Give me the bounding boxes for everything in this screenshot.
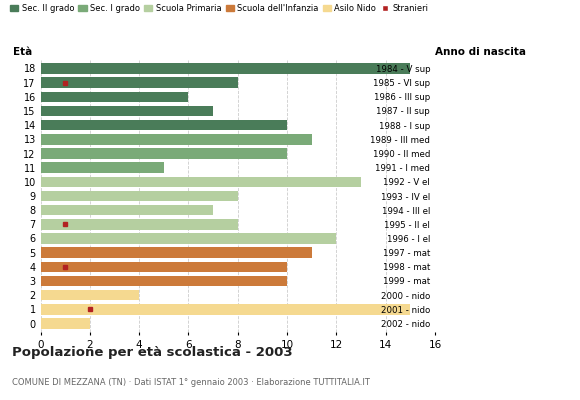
Bar [41, 233, 336, 244]
Bar [41, 176, 361, 187]
Bar [41, 290, 139, 300]
Bar [41, 120, 287, 130]
Bar [41, 205, 213, 216]
Text: Età: Età [13, 47, 32, 57]
Bar [41, 304, 411, 315]
Bar [41, 148, 287, 159]
Text: COMUNE DI MEZZANA (TN) · Dati ISTAT 1° gennaio 2003 · Elaborazione TUTTITALIA.IT: COMUNE DI MEZZANA (TN) · Dati ISTAT 1° g… [12, 378, 369, 387]
Bar [41, 318, 90, 329]
Bar [41, 276, 287, 286]
Bar [41, 247, 312, 258]
Text: Anno di nascita: Anno di nascita [435, 47, 526, 57]
Bar [41, 219, 238, 230]
Bar [41, 191, 238, 201]
Bar [41, 77, 238, 88]
Bar [41, 262, 287, 272]
Bar [41, 162, 164, 173]
Bar [41, 92, 188, 102]
Bar [41, 134, 312, 145]
Text: Popolazione per età scolastica - 2003: Popolazione per età scolastica - 2003 [12, 346, 292, 359]
Legend: Sec. II grado, Sec. I grado, Scuola Primaria, Scuola dell'Infanzia, Asilo Nido, : Sec. II grado, Sec. I grado, Scuola Prim… [10, 4, 428, 13]
Bar [41, 106, 213, 116]
Bar [41, 63, 411, 74]
